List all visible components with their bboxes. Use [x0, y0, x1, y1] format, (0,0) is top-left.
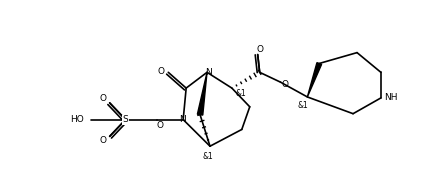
Text: &1: &1: [203, 151, 214, 161]
Text: O: O: [99, 136, 106, 145]
Polygon shape: [307, 63, 322, 97]
Text: O: O: [158, 67, 165, 76]
Text: S: S: [123, 115, 128, 124]
Text: &1: &1: [297, 101, 308, 110]
Text: &1: &1: [235, 88, 246, 97]
Text: N: N: [205, 68, 211, 77]
Text: O: O: [157, 121, 164, 130]
Text: NH: NH: [384, 94, 398, 102]
Text: HO: HO: [70, 115, 84, 124]
Polygon shape: [197, 72, 207, 115]
Text: O: O: [99, 94, 106, 103]
Text: O: O: [256, 45, 263, 54]
Text: O: O: [281, 80, 288, 89]
Text: N: N: [179, 115, 186, 124]
